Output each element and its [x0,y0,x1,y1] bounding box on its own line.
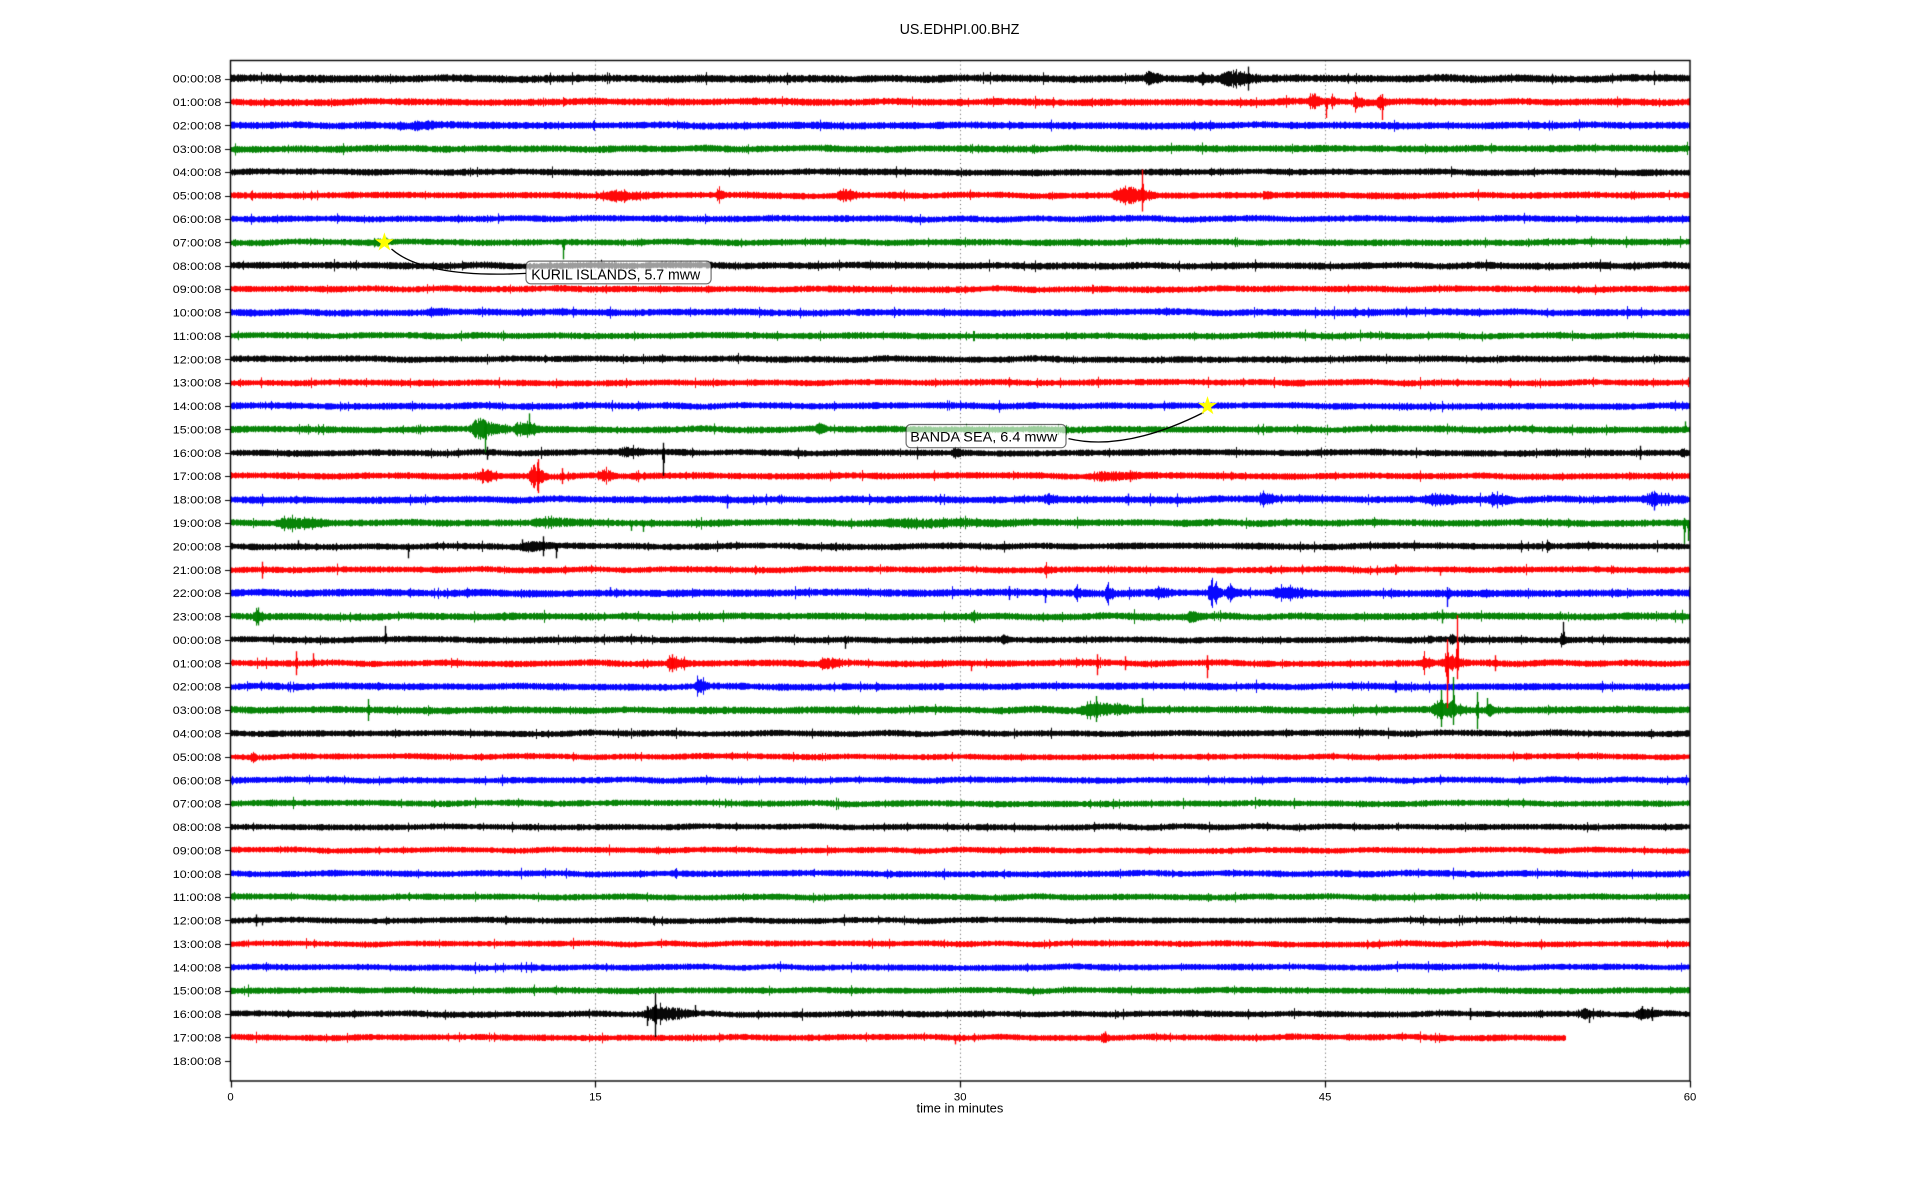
svg-text:BANDA SEA, 6.4 mww: BANDA SEA, 6.4 mww [910,429,1058,445]
svg-text:16:00:08: 16:00:08 [173,1009,222,1021]
svg-text:08:00:08: 08:00:08 [173,822,222,834]
svg-text:05:00:08: 05:00:08 [173,752,222,764]
svg-text:KURIL ISLANDS, 5.7 mww: KURIL ISLANDS, 5.7 mww [531,267,701,283]
svg-text:15: 15 [589,1091,602,1103]
svg-text:07:00:08: 07:00:08 [173,799,222,811]
svg-text:23:00:08: 23:00:08 [173,612,222,624]
svg-text:07:00:08: 07:00:08 [173,237,222,249]
svg-text:02:00:08: 02:00:08 [173,121,222,133]
svg-text:09:00:08: 09:00:08 [173,284,222,296]
svg-text:14:00:08: 14:00:08 [173,401,222,413]
svg-text:17:00:08: 17:00:08 [173,1033,222,1045]
svg-text:12:00:08: 12:00:08 [173,916,222,928]
svg-text:60: 60 [1684,1091,1697,1103]
svg-text:04:00:08: 04:00:08 [173,729,222,741]
svg-text:12:00:08: 12:00:08 [173,354,222,366]
svg-text:11:00:08: 11:00:08 [173,892,222,904]
svg-text:time in minutes: time in minutes [917,1100,1004,1115]
svg-text:06:00:08: 06:00:08 [173,775,222,787]
svg-text:05:00:08: 05:00:08 [173,191,222,203]
svg-text:30: 30 [954,1091,967,1103]
svg-text:18:00:08: 18:00:08 [173,1056,222,1068]
svg-text:06:00:08: 06:00:08 [173,214,222,226]
svg-text:13:00:08: 13:00:08 [173,939,222,951]
svg-text:20:00:08: 20:00:08 [173,541,222,553]
svg-text:22:00:08: 22:00:08 [173,588,222,600]
svg-text:10:00:08: 10:00:08 [173,869,222,881]
svg-text:15:00:08: 15:00:08 [173,425,222,437]
svg-text:03:00:08: 03:00:08 [173,705,222,717]
svg-text:11:00:08: 11:00:08 [173,331,222,343]
svg-text:US.EDHPI.00.BHZ: US.EDHPI.00.BHZ [900,22,1020,38]
svg-text:17:00:08: 17:00:08 [173,471,222,483]
svg-text:0: 0 [227,1091,233,1103]
svg-text:13:00:08: 13:00:08 [173,378,222,390]
svg-text:00:00:08: 00:00:08 [173,74,222,86]
svg-text:04:00:08: 04:00:08 [173,167,222,179]
svg-text:01:00:08: 01:00:08 [173,97,222,109]
svg-text:00:00:08: 00:00:08 [173,635,222,647]
svg-text:09:00:08: 09:00:08 [173,845,222,857]
svg-text:15:00:08: 15:00:08 [173,986,222,998]
svg-text:45: 45 [1319,1091,1332,1103]
svg-text:16:00:08: 16:00:08 [173,448,222,460]
svg-text:21:00:08: 21:00:08 [173,565,222,577]
svg-text:08:00:08: 08:00:08 [173,261,222,273]
svg-text:02:00:08: 02:00:08 [173,682,222,694]
svg-text:14:00:08: 14:00:08 [173,962,222,974]
svg-text:03:00:08: 03:00:08 [173,144,222,156]
svg-text:19:00:08: 19:00:08 [173,518,222,530]
svg-text:01:00:08: 01:00:08 [173,658,222,670]
svg-text:10:00:08: 10:00:08 [173,308,222,320]
svg-text:18:00:08: 18:00:08 [173,495,222,507]
